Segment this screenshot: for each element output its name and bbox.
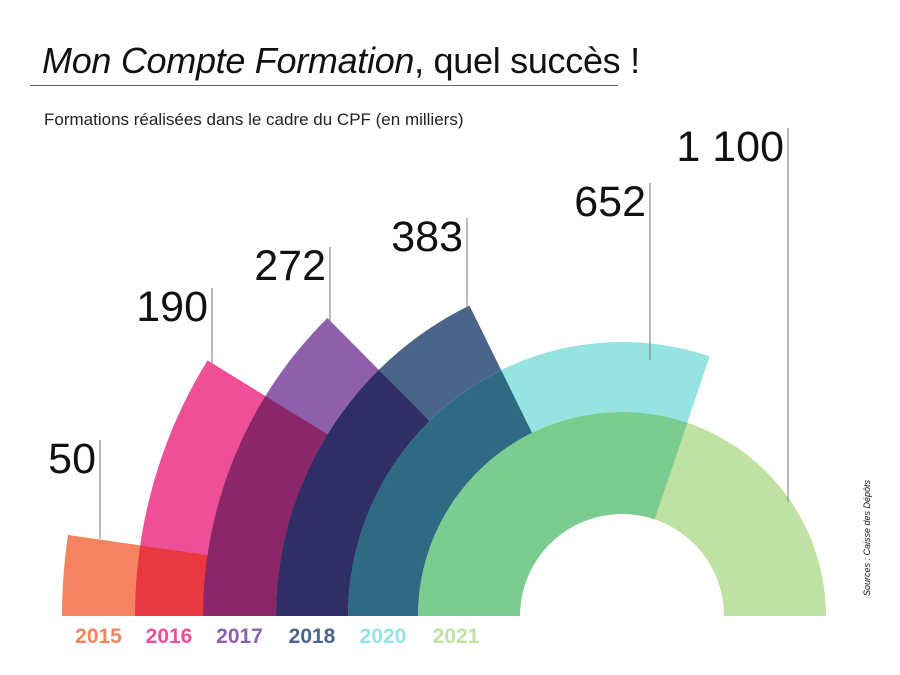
value-label-2021: 1 100 bbox=[676, 123, 784, 171]
arc-overlap-2016-2017 bbox=[203, 396, 328, 616]
value-label-2016: 190 bbox=[136, 283, 208, 331]
arc-overlap-2020-2021 bbox=[418, 412, 688, 616]
year-label-2021: 2021 bbox=[433, 625, 480, 648]
chart-subtitle: Formations réalisées dans le cadre du CP… bbox=[44, 110, 464, 129]
year-label-2017: 2017 bbox=[216, 625, 263, 648]
value-label-2017: 272 bbox=[254, 242, 326, 290]
arc-overlap-2017-2018 bbox=[276, 369, 430, 616]
arc-overlap-2015-2016 bbox=[135, 545, 208, 616]
year-label-2020: 2020 bbox=[360, 625, 407, 648]
chart-title-rest: , quel succès ! bbox=[414, 40, 640, 81]
title-rule bbox=[30, 85, 618, 86]
year-label-2015: 2015 bbox=[75, 625, 122, 648]
value-label-2018: 383 bbox=[391, 213, 463, 261]
value-label-2020: 652 bbox=[574, 178, 646, 226]
chart-title-italic: Mon Compte Formation bbox=[42, 40, 415, 81]
year-label-2018: 2018 bbox=[289, 625, 336, 648]
arc-band-2015 bbox=[62, 534, 141, 616]
arc-overlap-2018-2020 bbox=[348, 370, 533, 616]
chart-title: Mon Compte Formation, quel succès ! bbox=[42, 40, 640, 82]
year-label-2016: 2016 bbox=[146, 625, 193, 648]
value-label-2015: 50 bbox=[48, 435, 96, 483]
arc-band-2020 bbox=[348, 342, 710, 616]
